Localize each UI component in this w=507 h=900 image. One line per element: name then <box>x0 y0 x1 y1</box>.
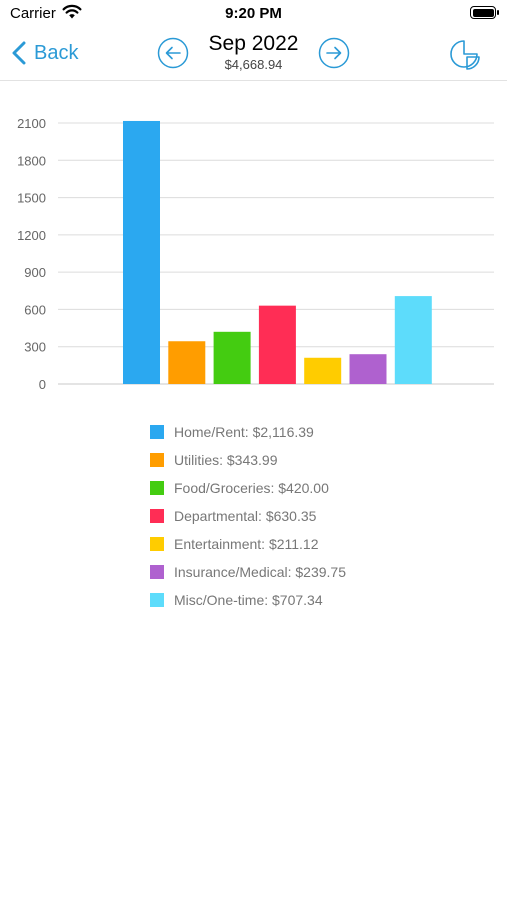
legend-item: Food/Groceries: $420.00 <box>150 474 346 502</box>
back-button-label: Back <box>34 41 79 64</box>
previous-month-button[interactable] <box>157 37 189 69</box>
legend-swatch <box>150 509 164 523</box>
legend-item: Insurance/Medical: $239.75 <box>150 558 346 586</box>
legend-label: Misc/One-time: $707.34 <box>174 592 323 608</box>
carrier-label: Carrier <box>10 5 56 22</box>
month-total: $4,668.94 <box>224 57 283 72</box>
wifi-icon <box>62 4 82 25</box>
bar-misc-one-time <box>394 296 432 384</box>
y-tick-label: 600 <box>24 302 46 317</box>
y-tick-label: 1800 <box>17 153 46 168</box>
bar-home-rent <box>123 120 160 385</box>
y-tick-label: 1500 <box>17 191 46 206</box>
legend-label: Entertainment: $211.12 <box>174 536 319 552</box>
navigation-bar: Back Sep 2022 $4,668.94 <box>0 28 507 81</box>
clock-time: 9:20 PM <box>225 5 282 22</box>
legend-item: Misc/One-time: $707.34 <box>150 586 346 614</box>
legend-swatch <box>150 593 164 607</box>
y-tick-label: 300 <box>24 340 46 355</box>
bar-chart-canvas: 0 300 600 900 1200 1500 1800 2100 <box>17 116 494 392</box>
next-month-button[interactable] <box>318 37 350 69</box>
bar-food-groceries <box>213 331 251 384</box>
legend-label: Insurance/Medical: $239.75 <box>174 564 346 580</box>
legend-swatch <box>150 565 164 579</box>
legend-label: Home/Rent: $2,116.39 <box>174 424 314 440</box>
legend-label: Food/Groceries: $420.00 <box>174 480 329 496</box>
arrow-left-circle-icon <box>157 37 189 69</box>
legend-swatch <box>150 537 164 551</box>
legend-item: Departmental: $630.35 <box>150 502 346 530</box>
bar-departmental <box>258 305 296 384</box>
y-tick-label: 900 <box>24 265 46 280</box>
legend-item: Utilities: $343.99 <box>150 446 346 474</box>
y-tick-label: 2100 <box>17 116 46 131</box>
pie-chart-button[interactable] <box>447 37 481 71</box>
status-bar: Carrier 9:20 PM <box>0 0 507 28</box>
legend-label: Utilities: $343.99 <box>174 452 278 468</box>
arrow-right-circle-icon <box>318 37 350 69</box>
chevron-left-icon <box>12 41 26 65</box>
legend-swatch <box>150 453 164 467</box>
bar-utilities <box>168 341 206 384</box>
bar-entertainment <box>304 357 342 384</box>
y-tick-label: 0 <box>39 377 46 392</box>
legend-label: Departmental: $630.35 <box>174 508 317 524</box>
chart-legend: Home/Rent: $2,116.39 Utilities: $343.99 Fo… <box>150 418 346 614</box>
legend-swatch <box>150 481 164 495</box>
bar-insurance-medical <box>349 354 387 384</box>
legend-swatch <box>150 425 164 439</box>
y-tick-label: 1200 <box>17 228 46 243</box>
legend-item: Home/Rent: $2,116.39 <box>150 418 346 446</box>
month-header: Sep 2022 $4,668.94 <box>140 32 367 72</box>
page-title: Sep 2022 <box>208 32 299 55</box>
back-button[interactable]: Back <box>12 38 78 68</box>
legend-item: Entertainment: $211.12 <box>150 530 346 558</box>
pie-chart-icon <box>450 40 480 70</box>
battery-icon <box>470 6 499 19</box>
